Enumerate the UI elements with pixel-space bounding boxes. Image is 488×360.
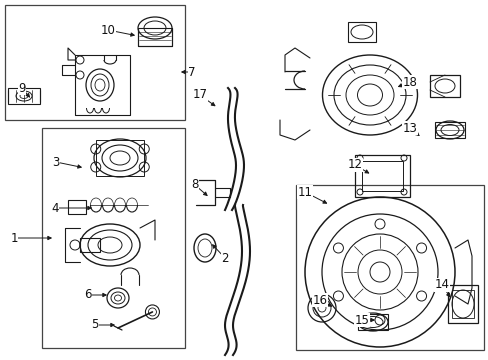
Bar bbox=[347, 22, 375, 42]
Bar bbox=[434, 122, 464, 138]
Bar bbox=[80, 238, 100, 252]
Text: 7: 7 bbox=[188, 66, 195, 78]
Bar bbox=[354, 155, 409, 197]
Bar bbox=[96, 140, 143, 176]
Text: 15: 15 bbox=[354, 314, 368, 327]
Text: 2: 2 bbox=[221, 252, 228, 265]
Text: 6: 6 bbox=[84, 288, 92, 302]
Text: 16: 16 bbox=[312, 293, 327, 306]
Text: 4: 4 bbox=[51, 202, 59, 215]
Bar bbox=[357, 314, 387, 330]
Text: 12: 12 bbox=[347, 158, 362, 171]
Text: 17: 17 bbox=[192, 89, 207, 102]
Text: 1: 1 bbox=[10, 231, 18, 244]
Bar bbox=[447, 285, 477, 323]
Text: 9: 9 bbox=[18, 81, 26, 94]
Text: 11: 11 bbox=[297, 185, 312, 198]
Bar bbox=[42, 128, 184, 348]
Bar bbox=[361, 161, 402, 191]
Bar bbox=[451, 290, 473, 318]
Text: 18: 18 bbox=[402, 76, 417, 89]
Text: 13: 13 bbox=[402, 122, 417, 135]
Bar bbox=[5, 5, 184, 120]
Bar bbox=[429, 75, 459, 97]
Text: 5: 5 bbox=[91, 319, 99, 332]
Bar bbox=[8, 88, 40, 104]
Bar bbox=[295, 185, 483, 350]
Text: 8: 8 bbox=[191, 179, 198, 192]
Text: 3: 3 bbox=[52, 156, 60, 168]
Text: 10: 10 bbox=[101, 23, 115, 36]
Bar bbox=[68, 200, 86, 214]
Text: 14: 14 bbox=[434, 279, 448, 292]
Bar bbox=[138, 28, 172, 46]
